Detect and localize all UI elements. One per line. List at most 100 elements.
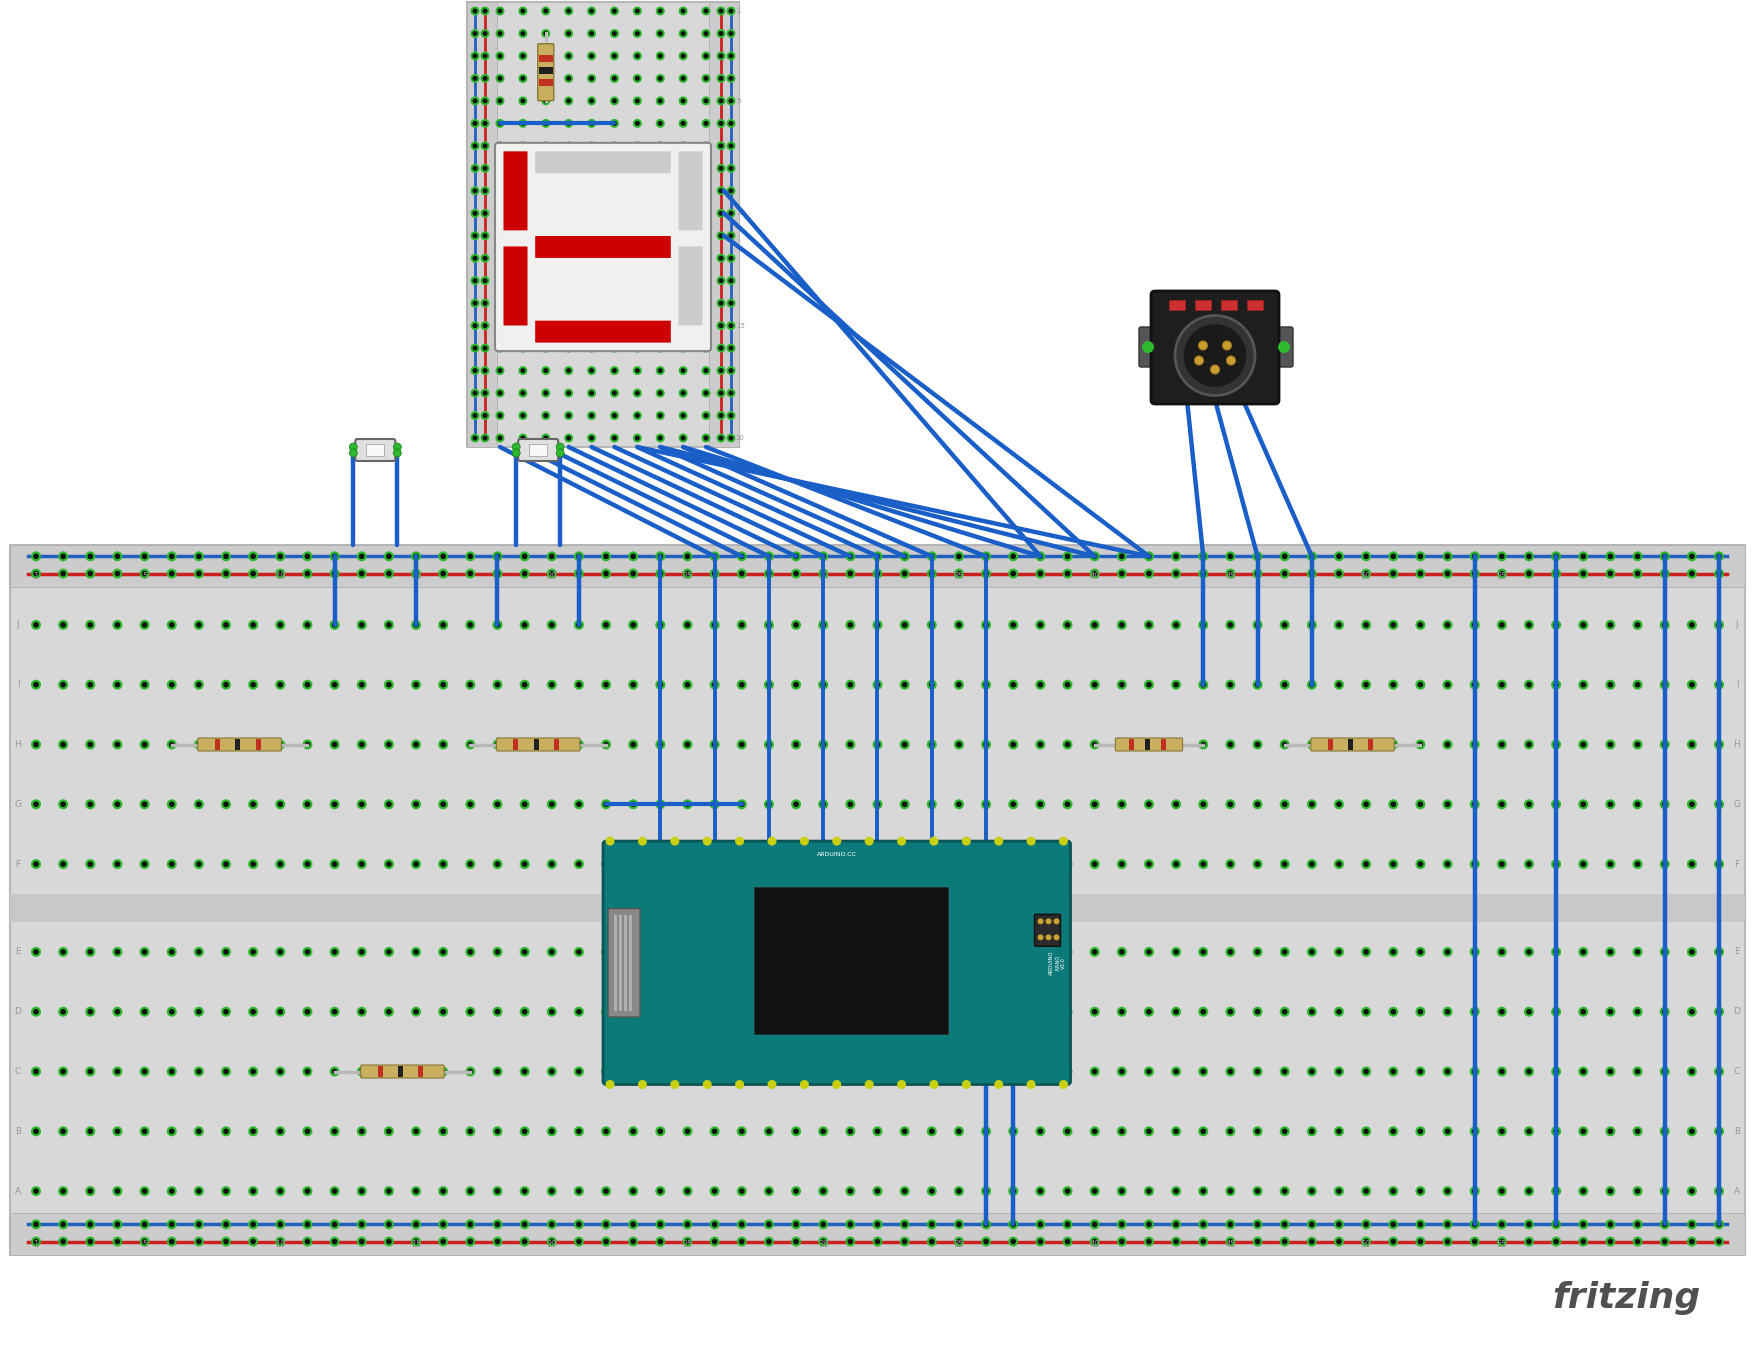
Circle shape	[1634, 1222, 1641, 1227]
Circle shape	[1469, 1007, 1479, 1017]
FancyBboxPatch shape	[1139, 327, 1157, 367]
Circle shape	[927, 568, 937, 579]
Circle shape	[727, 96, 735, 105]
Circle shape	[1007, 1126, 1018, 1137]
Circle shape	[1444, 741, 1450, 748]
Circle shape	[276, 946, 286, 957]
Circle shape	[588, 119, 597, 128]
Circle shape	[1553, 622, 1558, 628]
Circle shape	[902, 1129, 907, 1134]
Circle shape	[928, 1188, 935, 1193]
Circle shape	[1011, 1222, 1016, 1227]
FancyBboxPatch shape	[679, 151, 702, 231]
Circle shape	[658, 234, 663, 238]
Circle shape	[630, 861, 635, 867]
Circle shape	[86, 620, 95, 630]
Circle shape	[86, 946, 95, 957]
Circle shape	[1415, 1066, 1425, 1076]
Circle shape	[1715, 1187, 1723, 1196]
Circle shape	[32, 799, 40, 809]
Circle shape	[1553, 949, 1558, 954]
Circle shape	[356, 1126, 367, 1137]
Text: 20: 20	[735, 435, 744, 441]
Circle shape	[605, 1080, 614, 1089]
Circle shape	[1687, 1066, 1697, 1076]
Circle shape	[658, 949, 663, 954]
Circle shape	[1090, 946, 1100, 957]
Circle shape	[737, 859, 748, 869]
Circle shape	[718, 211, 723, 216]
Circle shape	[1092, 1129, 1097, 1134]
Circle shape	[1632, 1066, 1643, 1076]
FancyBboxPatch shape	[679, 247, 702, 325]
Circle shape	[739, 861, 744, 867]
Circle shape	[612, 31, 618, 36]
Circle shape	[574, 568, 584, 579]
Circle shape	[713, 802, 718, 807]
Circle shape	[495, 321, 504, 331]
Circle shape	[544, 413, 548, 418]
Circle shape	[1255, 622, 1260, 628]
Circle shape	[865, 837, 874, 845]
Circle shape	[590, 76, 593, 81]
Circle shape	[1336, 1008, 1343, 1014]
Circle shape	[713, 1129, 718, 1134]
Circle shape	[1660, 1007, 1669, 1017]
Circle shape	[1415, 799, 1425, 809]
Circle shape	[874, 741, 881, 748]
Circle shape	[1200, 949, 1206, 954]
Circle shape	[634, 366, 642, 375]
Circle shape	[718, 323, 723, 328]
Circle shape	[637, 1080, 648, 1089]
Circle shape	[793, 571, 799, 576]
FancyBboxPatch shape	[362, 1065, 444, 1079]
Circle shape	[1011, 1188, 1016, 1193]
Circle shape	[709, 1237, 720, 1246]
Circle shape	[681, 346, 686, 351]
Circle shape	[728, 390, 734, 396]
Circle shape	[590, 234, 593, 238]
Circle shape	[521, 1188, 528, 1193]
Circle shape	[1444, 554, 1450, 559]
Circle shape	[332, 802, 337, 807]
Circle shape	[518, 7, 528, 15]
Circle shape	[1116, 740, 1127, 749]
Circle shape	[793, 802, 799, 807]
Circle shape	[1037, 622, 1042, 628]
Text: 15: 15	[735, 323, 744, 328]
Text: A: A	[1734, 1187, 1739, 1196]
Circle shape	[983, 741, 988, 748]
Circle shape	[727, 163, 735, 173]
Circle shape	[848, 1188, 853, 1193]
Circle shape	[493, 1126, 502, 1137]
FancyBboxPatch shape	[198, 738, 281, 751]
Circle shape	[223, 554, 228, 559]
Circle shape	[549, 861, 555, 867]
Circle shape	[518, 28, 528, 38]
Circle shape	[1116, 620, 1127, 630]
Circle shape	[465, 1187, 476, 1196]
Circle shape	[197, 1222, 202, 1227]
Circle shape	[1035, 620, 1046, 630]
Circle shape	[1255, 802, 1260, 807]
Circle shape	[718, 301, 723, 305]
Circle shape	[481, 254, 490, 263]
Circle shape	[197, 554, 202, 559]
Circle shape	[223, 682, 228, 687]
Circle shape	[1578, 1219, 1588, 1230]
Circle shape	[683, 859, 693, 869]
Circle shape	[1200, 1239, 1206, 1245]
Text: 20: 20	[546, 1241, 556, 1249]
Text: C: C	[1734, 1066, 1741, 1076]
Circle shape	[1662, 802, 1667, 807]
Circle shape	[981, 1237, 992, 1246]
Circle shape	[681, 166, 686, 171]
Circle shape	[1116, 859, 1127, 869]
Circle shape	[1418, 682, 1423, 687]
Circle shape	[1608, 554, 1613, 559]
Circle shape	[574, 1007, 584, 1017]
Circle shape	[1116, 1219, 1127, 1230]
Circle shape	[763, 740, 774, 749]
Circle shape	[727, 344, 735, 352]
Circle shape	[142, 802, 147, 807]
